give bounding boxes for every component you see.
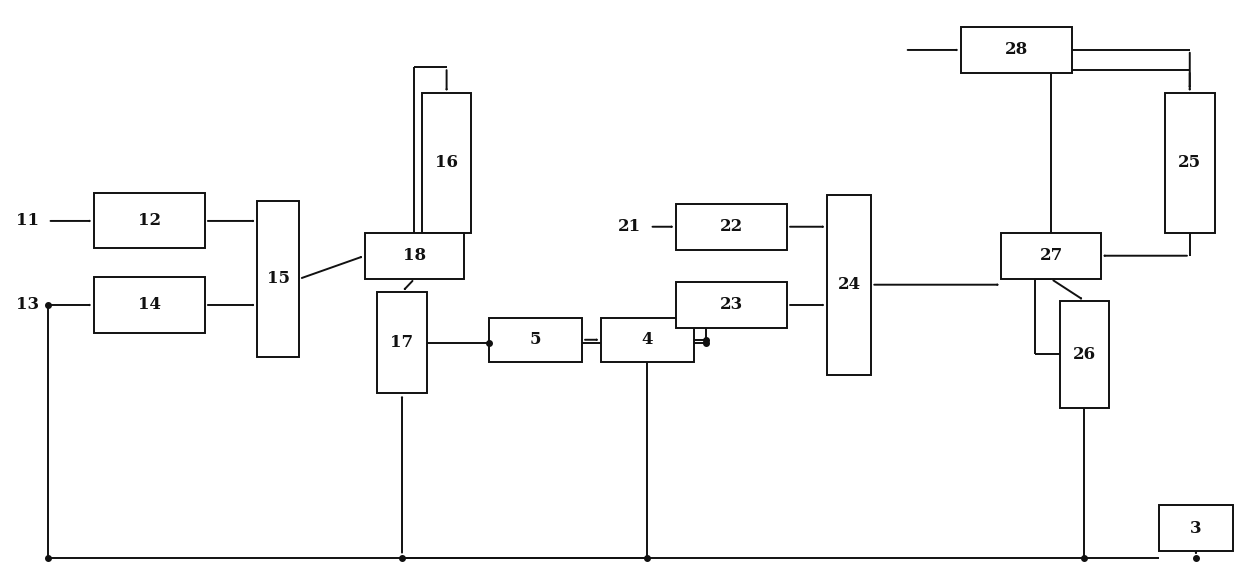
Bar (93, 278, 205, 332)
Text: 12: 12 (138, 213, 161, 229)
Bar (827, 195, 872, 375)
Text: 17: 17 (391, 334, 414, 351)
Bar (377, 292, 427, 393)
Text: 27: 27 (1039, 248, 1063, 264)
Bar (1002, 232, 1101, 279)
Text: 5: 5 (529, 331, 542, 348)
Bar (257, 200, 299, 357)
Bar (365, 232, 464, 279)
Text: 13: 13 (16, 296, 40, 314)
Text: 15: 15 (267, 270, 290, 288)
Bar (1166, 94, 1214, 232)
Text: 26: 26 (1073, 346, 1096, 363)
Text: 24: 24 (837, 276, 861, 293)
Text: 16: 16 (435, 155, 458, 171)
Text: 18: 18 (403, 248, 427, 264)
Bar (676, 282, 787, 328)
Text: 21: 21 (619, 218, 641, 235)
Bar (422, 94, 471, 232)
Bar (601, 318, 693, 361)
Bar (93, 193, 205, 249)
Text: 4: 4 (641, 331, 653, 348)
Bar (490, 318, 583, 361)
Text: 25: 25 (1178, 155, 1202, 171)
Text: 3: 3 (1190, 519, 1202, 537)
Text: 22: 22 (720, 218, 743, 235)
Text: 28: 28 (1004, 41, 1028, 59)
Bar (961, 27, 1073, 73)
Text: 23: 23 (720, 296, 743, 314)
Bar (676, 203, 787, 250)
Bar (1060, 300, 1110, 408)
Text: 14: 14 (138, 296, 161, 314)
Text: 11: 11 (16, 213, 40, 229)
Bar (1159, 505, 1233, 551)
